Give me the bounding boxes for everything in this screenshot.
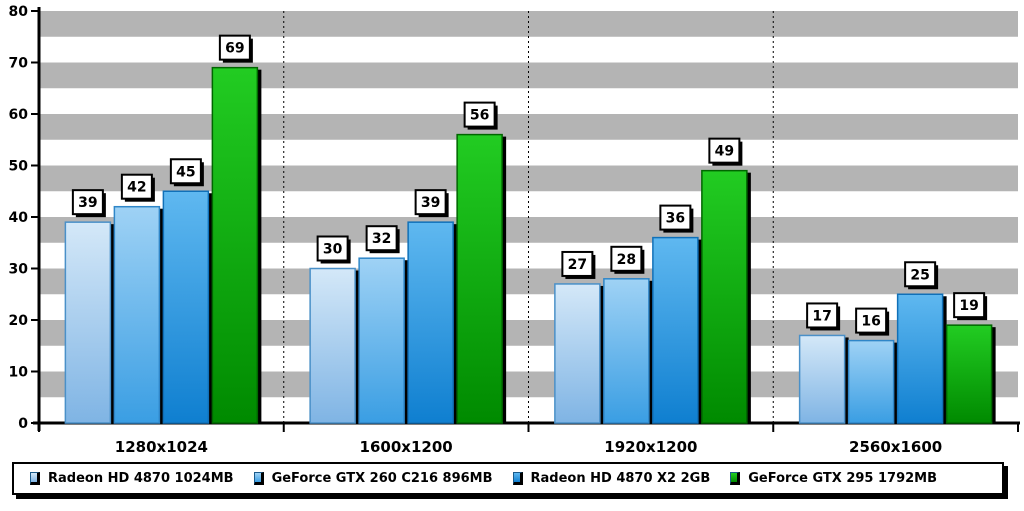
y-tick-label: 10 (9, 365, 29, 381)
x-tick-label: 2560x1600 (849, 438, 942, 456)
data-label-box (953, 292, 986, 319)
bar (945, 324, 993, 424)
data-label-box (120, 173, 153, 200)
data-label: 16 (861, 314, 880, 330)
data-label-box (610, 245, 643, 272)
y-tick-label: 0 (18, 416, 28, 432)
legend-label: Radeon HD 4870 X2 2GB (530, 471, 711, 486)
data-label-box (218, 34, 251, 61)
data-label-box (855, 307, 888, 334)
data-label: 56 (470, 108, 489, 124)
y-tick-label: 50 (9, 159, 29, 175)
y-axis-ticks: 0 10 20 30 40 50 60 70 80 (9, 4, 39, 432)
legend-label: GeForce GTX 295 1792MB (748, 471, 938, 486)
legend: Radeon HD 4870 1024MB GeForce GTX 260 C2… (12, 462, 1004, 495)
bar (847, 339, 895, 424)
data-label-box (414, 189, 447, 216)
x-tick-label: 1920x1200 (604, 438, 697, 456)
data-label: 36 (666, 211, 685, 227)
data-label-box (463, 101, 496, 128)
bars: 39 42 45 69 30 32 39 56 27 28 36 49 17 16 25 19 (64, 34, 996, 424)
legend-swatch (512, 472, 523, 485)
legend-swatch (730, 472, 741, 485)
data-label: 27 (568, 257, 587, 273)
x-axis-labels: 1280x1024 1600x1200 1920x1200 2560x1600 (115, 438, 942, 456)
bar (603, 278, 650, 424)
bar (407, 221, 454, 424)
data-label: 17 (812, 308, 831, 324)
bar-chart: 0 10 20 30 40 50 60 70 80 39 42 45 69 30 32 39 56 27 28 36… (9, 4, 1020, 456)
legend-item: GeForce GTX 260 C216 896MB (253, 471, 493, 486)
y-tick-label: 30 (9, 262, 29, 278)
data-label-box (561, 250, 594, 277)
legend-item: Radeon HD 4870 X2 2GB (512, 471, 711, 486)
bar (211, 66, 259, 424)
data-label: 39 (78, 195, 97, 211)
data-label: 19 (959, 298, 978, 314)
bar (113, 205, 161, 424)
data-label-box (904, 261, 937, 288)
data-label-box (659, 204, 692, 231)
y-tick-label: 80 (9, 4, 29, 20)
data-label: 30 (323, 242, 343, 258)
y-tick-label: 20 (9, 313, 29, 329)
bar (896, 293, 944, 424)
bar (652, 236, 699, 424)
y-tick-label: 40 (9, 210, 29, 226)
data-label: 32 (372, 231, 391, 247)
data-label: 49 (715, 144, 734, 160)
bar (162, 190, 210, 424)
legend-item: GeForce GTX 295 1792MB (730, 471, 937, 486)
bar (701, 169, 748, 424)
data-label: 45 (176, 164, 195, 180)
legend-swatch (30, 472, 40, 485)
y-tick-label: 70 (9, 56, 29, 72)
x-tick-label: 1280x1024 (115, 438, 208, 456)
data-label-box (71, 189, 104, 216)
bar (358, 257, 405, 424)
data-label: 42 (127, 180, 146, 196)
data-label-box (806, 302, 839, 329)
bar (554, 283, 601, 424)
legend-label: GeForce GTX 260 C216 896MB (271, 471, 493, 486)
data-label-box (316, 235, 349, 262)
data-label-box (169, 158, 202, 185)
data-label: 25 (910, 267, 929, 283)
bar (456, 133, 503, 424)
category-separators (283, 11, 774, 423)
legend-swatch (253, 472, 264, 485)
data-label: 69 (225, 41, 244, 57)
bar (64, 221, 112, 424)
y-tick-label: 60 (9, 107, 29, 123)
x-tick-label: 1600x1200 (360, 438, 453, 456)
bar (798, 334, 846, 424)
data-label-box (365, 225, 398, 252)
legend-label: Radeon HD 4870 1024MB (48, 471, 234, 486)
data-label: 39 (421, 195, 440, 211)
bar (309, 267, 356, 424)
data-label: 28 (617, 252, 636, 268)
legend-item: Radeon HD 4870 1024MB (30, 471, 234, 486)
data-label-box (708, 137, 741, 164)
